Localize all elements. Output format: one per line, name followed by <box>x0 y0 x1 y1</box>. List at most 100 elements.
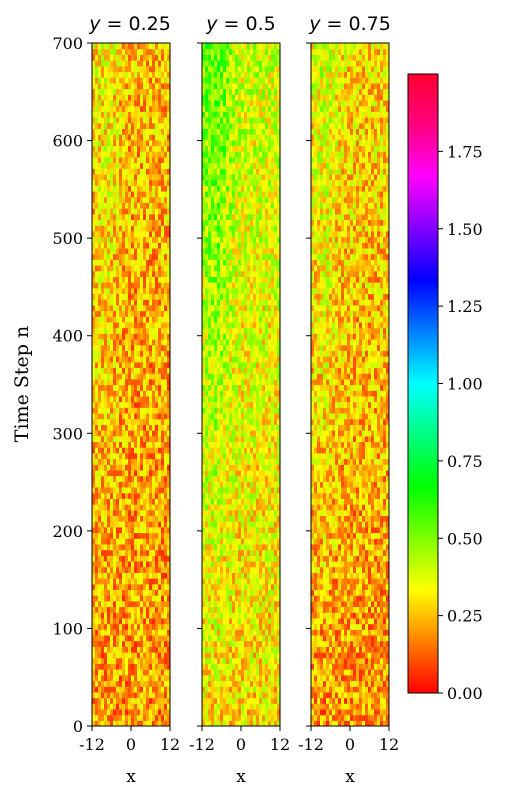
heatmap-cell <box>277 441 280 448</box>
heatmap-cell <box>241 686 245 693</box>
heatmap-cell <box>202 612 206 619</box>
heatmap-cell <box>101 321 105 329</box>
heatmap-cell <box>167 99 170 107</box>
heatmap-cell <box>256 674 260 682</box>
heatmap-cell <box>223 504 227 511</box>
heatmap-cell <box>146 361 150 369</box>
heatmap-cell <box>161 720 165 726</box>
heatmap-cell <box>164 469 168 477</box>
heatmap-cell <box>131 515 135 522</box>
heatmap-cell <box>119 686 123 693</box>
heatmap-cell <box>113 663 117 670</box>
heatmap-cell <box>119 253 123 260</box>
heatmap-cell <box>92 412 96 420</box>
heatmap-cell <box>208 629 212 636</box>
heatmap-cell <box>262 555 266 562</box>
heatmap-cell <box>161 105 165 112</box>
heatmap-cell <box>128 395 132 403</box>
heatmap-cell <box>146 657 150 664</box>
heatmap-cell <box>211 464 215 471</box>
heatmap-cell <box>155 395 159 403</box>
heatmap-cell <box>98 481 102 488</box>
heatmap-cell <box>116 219 120 226</box>
heatmap-cell <box>208 412 212 420</box>
heatmap-cell <box>143 578 147 585</box>
heatmap-cell <box>274 475 278 482</box>
heatmap-cell <box>268 617 272 625</box>
heatmap-cell <box>95 526 99 534</box>
heatmap-cell <box>232 384 236 391</box>
heatmap-cell <box>164 88 168 95</box>
heatmap-cell <box>202 674 206 682</box>
heatmap-cell <box>152 412 156 420</box>
heatmap-cell <box>104 333 108 340</box>
heatmap-cell <box>211 657 215 664</box>
heatmap-cell <box>155 612 159 619</box>
heatmap-cell <box>167 435 170 443</box>
heatmap-cell <box>98 264 102 272</box>
heatmap-cell <box>223 373 227 380</box>
heatmap-cell <box>146 88 150 95</box>
heatmap-cell <box>158 572 162 579</box>
heatmap-cell <box>277 504 280 511</box>
heatmap-cell <box>104 88 108 95</box>
heatmap-cell <box>116 77 120 84</box>
heatmap-cell <box>155 521 159 528</box>
heatmap-cell <box>128 498 132 505</box>
heatmap-cell <box>247 674 251 682</box>
heatmap-cell <box>253 350 257 357</box>
heatmap-cell <box>214 486 218 494</box>
heatmap-cell <box>104 48 108 55</box>
heatmap-cell <box>259 703 263 710</box>
heatmap-cell <box>146 669 150 676</box>
heatmap-cell <box>167 566 170 573</box>
heatmap-cell <box>116 720 120 726</box>
heatmap-cell <box>110 515 114 522</box>
heatmap-cell <box>262 384 266 391</box>
heatmap-cell <box>143 504 147 511</box>
heatmap-cell <box>137 424 141 431</box>
heatmap-cell <box>235 549 239 556</box>
heatmap-cell <box>250 356 254 363</box>
heatmap-cell <box>122 270 126 277</box>
heatmap-cell <box>107 646 111 653</box>
heatmap-cell <box>214 669 218 676</box>
heatmap-cell <box>146 367 150 374</box>
heatmap-cell <box>140 401 144 408</box>
heatmap-cell <box>250 492 254 499</box>
heatmap-cell <box>253 720 257 726</box>
heatmap-cell <box>271 424 275 431</box>
heatmap-cell <box>95 686 99 693</box>
heatmap-cell <box>131 247 135 255</box>
heatmap-cell <box>119 560 123 568</box>
heatmap-cell <box>143 566 147 573</box>
heatmap-cell <box>277 333 280 340</box>
heatmap-cell <box>161 276 165 283</box>
heatmap-cell <box>98 196 102 203</box>
heatmap-cell <box>134 316 138 323</box>
heatmap-cell <box>202 686 206 693</box>
heatmap-cell <box>119 492 123 499</box>
heatmap-cell <box>158 384 162 391</box>
heatmap-cell <box>140 310 144 317</box>
heatmap-cell <box>268 492 272 499</box>
heatmap-cell <box>262 327 266 334</box>
heatmap-cell <box>143 367 147 374</box>
heatmap-cell <box>143 600 147 608</box>
heatmap-cell <box>149 99 153 107</box>
heatmap-cell <box>164 708 168 716</box>
heatmap-cell <box>158 287 162 295</box>
heatmap-cell <box>128 617 132 625</box>
heatmap-cell <box>104 264 108 272</box>
heatmap-cell <box>146 515 150 522</box>
heatmap-cell <box>220 583 224 590</box>
heatmap-cell <box>149 515 153 522</box>
heatmap-cell <box>256 361 260 369</box>
heatmap-cell <box>122 378 126 386</box>
heatmap-cell <box>211 674 215 682</box>
heatmap-cell <box>98 538 102 545</box>
heatmap-cell <box>125 316 129 323</box>
heatmap-cell <box>217 657 221 664</box>
heatmap-cell <box>164 173 168 181</box>
heatmap-cell <box>152 600 156 608</box>
